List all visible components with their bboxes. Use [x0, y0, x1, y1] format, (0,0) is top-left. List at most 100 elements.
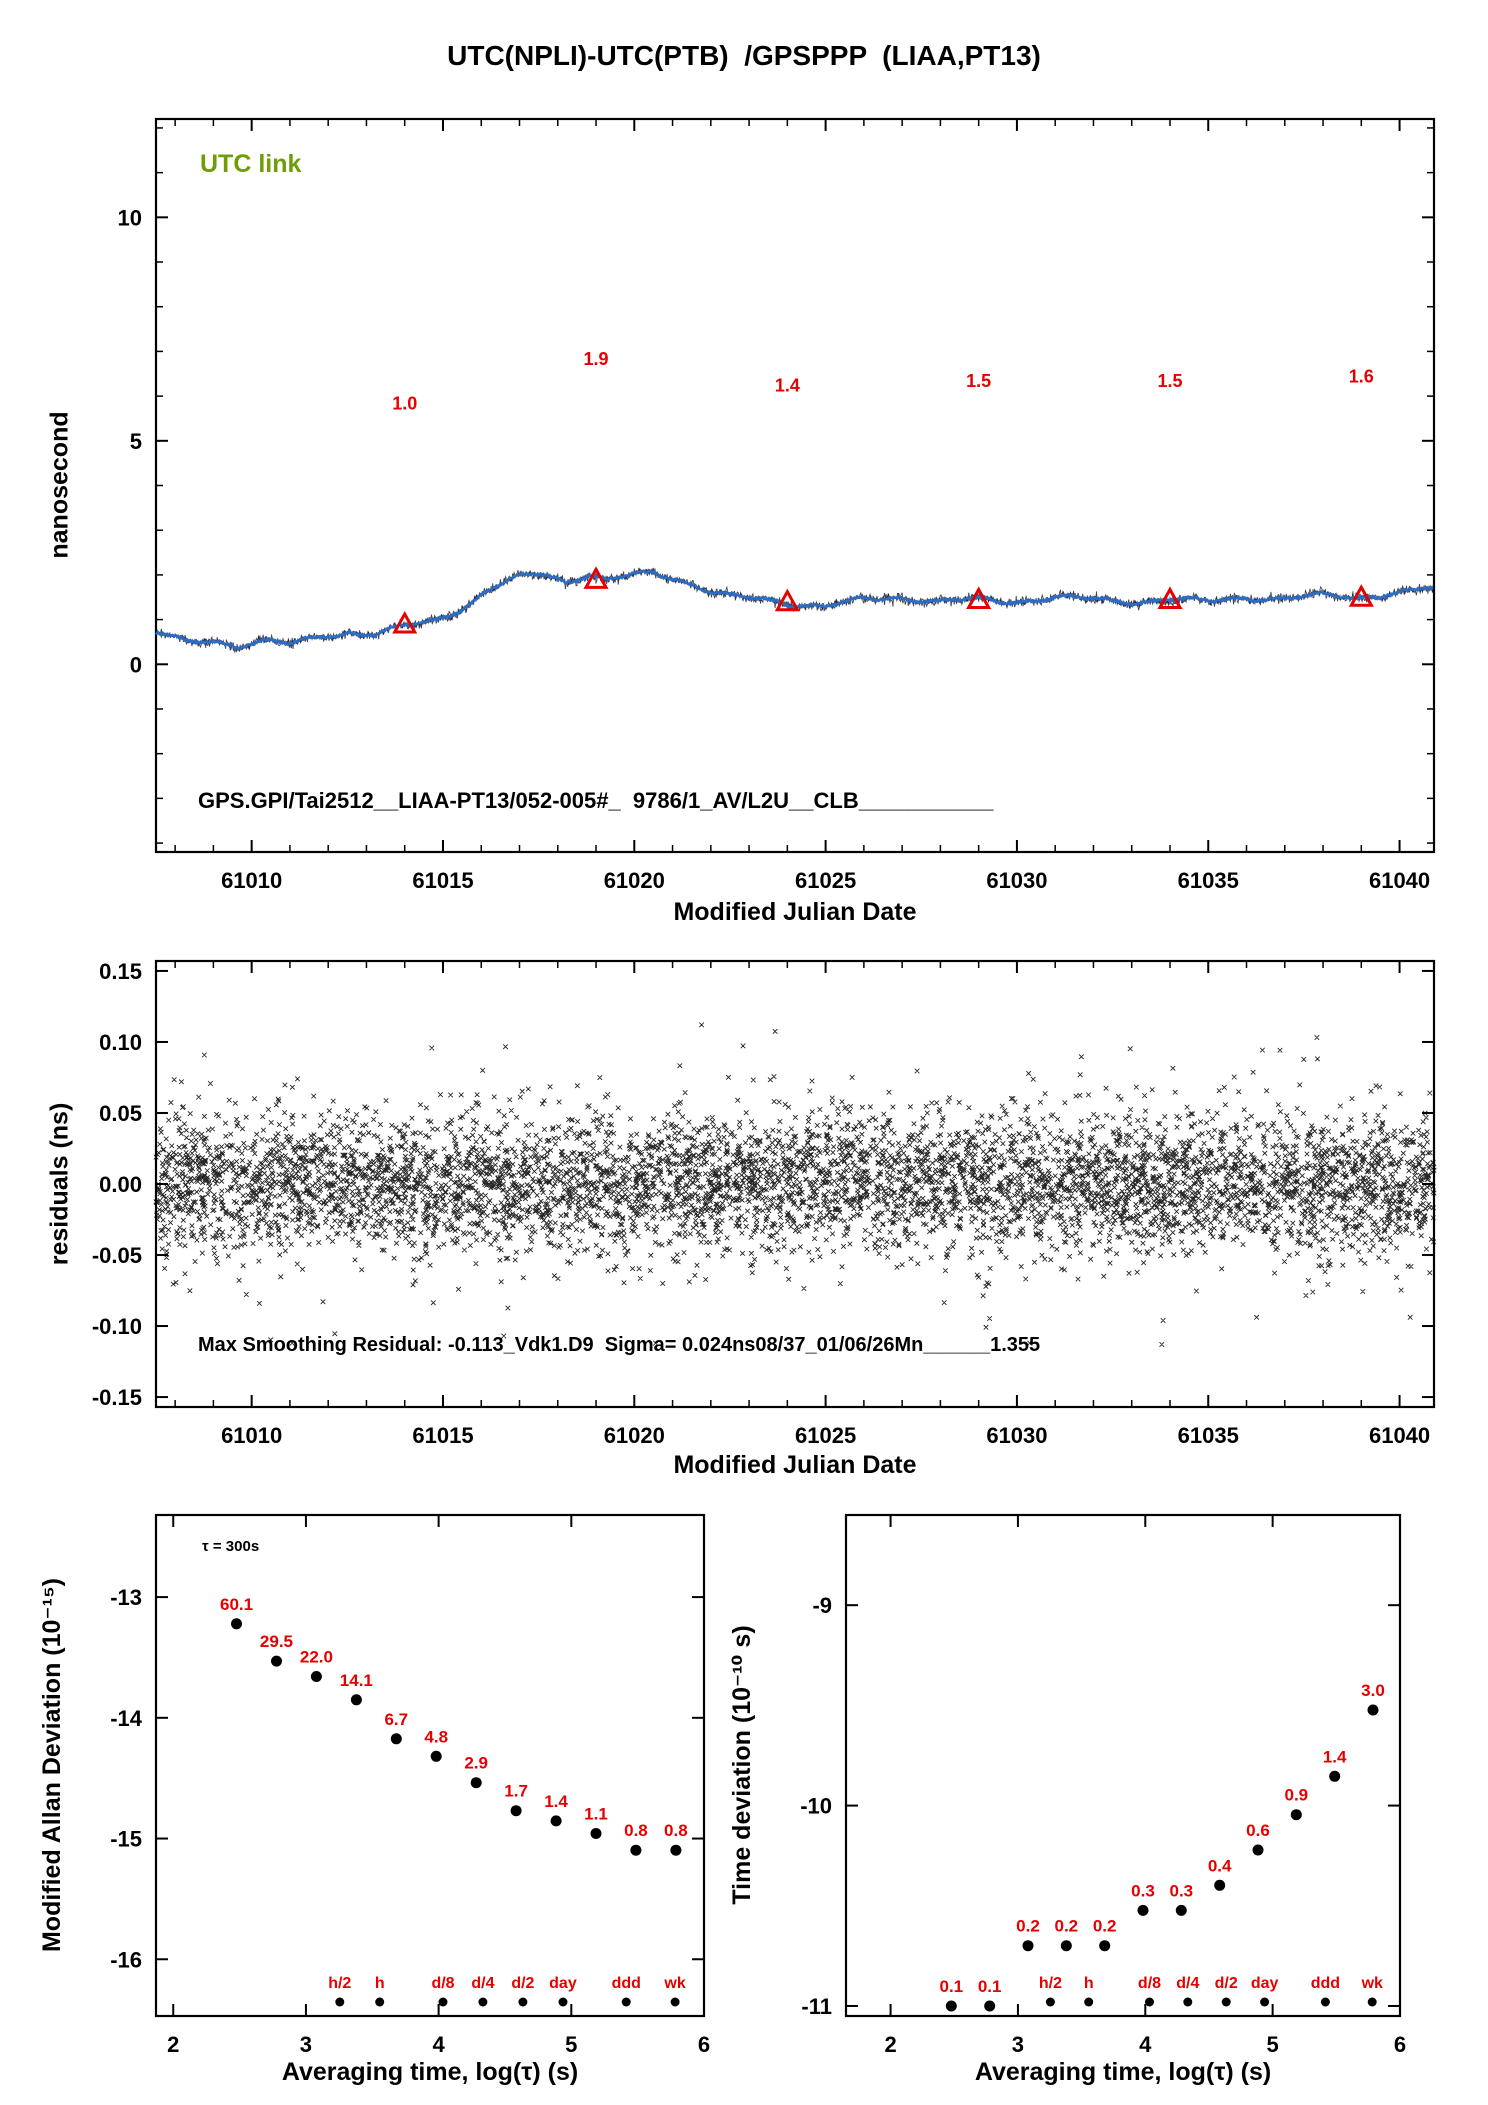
x-tick-label: 61010	[221, 868, 282, 893]
y-tick-label: 5	[130, 429, 142, 454]
calibration-triangle	[392, 610, 418, 634]
point-value-label: 6.7	[384, 1710, 408, 1729]
y-tick-label: -9	[812, 1593, 832, 1618]
timescale-label: d/2	[1215, 1975, 1238, 1992]
calibration-value-label: 1.0	[392, 394, 417, 414]
y-tick-label: -0.05	[92, 1243, 142, 1268]
point-value-label: 60.1	[220, 1595, 253, 1614]
x-tick-label: 2	[167, 2032, 179, 2057]
timescale-label: ddd	[1311, 1975, 1340, 1992]
timescale-label: h	[1084, 1975, 1094, 1992]
timescale-dot	[1183, 1997, 1193, 2007]
point-value-label: 1.1	[584, 1805, 608, 1824]
data-point	[231, 1618, 242, 1630]
point-value-label: 0.2	[1016, 1917, 1040, 1936]
point-value-label: 0.1	[940, 1977, 964, 1996]
data-point	[1099, 1940, 1111, 1952]
x-tick-label: 61010	[221, 1423, 282, 1448]
timescale-label: h/2	[1039, 1975, 1062, 1992]
timescale-dot	[1221, 1997, 1231, 2007]
plot-frame	[154, 959, 1436, 1409]
data-point	[1252, 1844, 1264, 1856]
y-tick-label: -13	[110, 1585, 142, 1610]
point-value-label: 1.4	[544, 1792, 568, 1811]
data-point	[470, 1777, 482, 1789]
timescale-label: day	[1251, 1975, 1279, 1992]
x-tick-label: 61030	[986, 1423, 1047, 1448]
x-tick-label: 61035	[1178, 1423, 1239, 1448]
timescale-dot	[1260, 1997, 1270, 2007]
calibration-triangle	[583, 566, 609, 589]
timescale-dot	[438, 1997, 448, 2007]
timescale-dot	[1367, 1997, 1377, 2007]
residuals-x-axis-label: Modified Julian Date	[673, 1451, 917, 1479]
point-value-label: 0.8	[664, 1821, 688, 1840]
point-value-label: 0.6	[1246, 1821, 1270, 1840]
x-tick-label: 3	[1012, 2032, 1024, 2057]
data-point	[390, 1733, 402, 1745]
mdev-panel: 2 3 4 5 6 -13 -14 -15 -16 60.1 29.5 22.0 14.1 6.7 4.8 2…	[110, 1513, 710, 2057]
timescale-dot	[670, 1997, 680, 2007]
y-tick-label: -0.15	[92, 1385, 142, 1410]
data-point	[670, 1844, 682, 1856]
data-point	[1175, 1904, 1187, 1916]
residuals-annotation: Max Smoothing Residual: -0.113_Vdk1.D9 S…	[198, 1334, 1041, 1356]
point-value-label: 1.7	[504, 1782, 528, 1801]
tdev-x-axis-label: Averaging time, log(τ) (s)	[974, 2058, 1272, 2086]
residual-scatter	[153, 1022, 1437, 1348]
data-point	[510, 1805, 522, 1817]
timescale-dot	[375, 1997, 385, 2007]
timescale-label: ddd	[612, 1975, 641, 1992]
data-point	[1137, 1904, 1149, 1916]
x-tick-label: 61030	[986, 868, 1047, 893]
timescale-label: d/8	[1138, 1975, 1161, 1992]
x-tick-label: 61040	[1369, 1423, 1430, 1448]
data-point	[590, 1828, 602, 1839]
point-value-label: 0.3	[1170, 1881, 1194, 1900]
x-tick-label: 61015	[412, 868, 473, 893]
data-point	[630, 1844, 642, 1856]
mdev-x-axis-label: Averaging time, log(τ) (s)	[281, 2058, 579, 2086]
point-value-label: 29.5	[260, 1632, 293, 1651]
timescale-label: d/4	[471, 1975, 494, 1992]
y-tick-label: 10	[118, 205, 142, 230]
point-value-label: 0.2	[1093, 1917, 1117, 1936]
top-panel-annotation: GPS.GPI/Tai2512__LIAA-PT13/052-005#_ 978…	[198, 788, 994, 813]
timescale-label: h/2	[328, 1975, 351, 1992]
data-point	[430, 1750, 442, 1762]
data-point	[310, 1671, 322, 1682]
data-point	[1214, 1879, 1226, 1891]
calibration-value-label: 1.9	[584, 349, 609, 369]
data-point	[1060, 1940, 1072, 1952]
timescale-dot	[335, 1997, 345, 2007]
plot-frame	[844, 1513, 1402, 2018]
calibration-triangle	[774, 588, 800, 612]
x-tick-label: 61025	[795, 868, 856, 893]
timescale-dot	[1084, 1997, 1094, 2007]
data-point	[1022, 1940, 1034, 1952]
calibration-value-label: 1.5	[1157, 371, 1182, 391]
x-tick-label: 61025	[795, 1423, 856, 1448]
x-tick-label: 61035	[1178, 868, 1239, 893]
y-tick-label: -11	[801, 1994, 832, 2019]
point-value-label: 3.0	[1361, 1681, 1385, 1700]
timescale-label: d/2	[511, 1975, 534, 1992]
timescale-dot	[1045, 1997, 1055, 2007]
timescale-label: wk	[1361, 1975, 1383, 1992]
data-point	[271, 1655, 282, 1667]
figure-title: UTC(NPLI)-UTC(PTB) /GPSPPP (LIAA,PT13)	[447, 40, 1041, 71]
point-value-label: 1.4	[1323, 1747, 1347, 1766]
timescale-label: h	[375, 1975, 385, 1992]
y-tick-label: -0.10	[92, 1314, 142, 1339]
y-tick-label: 0.10	[99, 1030, 142, 1055]
timescale-dot	[1320, 1997, 1330, 2007]
data-point	[1329, 1770, 1341, 1782]
top-panel: 61010 61015 61020 61025 61030 61035 61040 0 5 10 1…	[118, 117, 1436, 893]
x-tick-label: 6	[698, 2032, 710, 2057]
utc-link-label: UTC link	[200, 150, 302, 178]
top-x-axis-label: Modified Julian Date	[673, 898, 917, 926]
point-value-label: 0.8	[624, 1821, 648, 1840]
y-tick-label: 0.00	[99, 1172, 142, 1197]
x-tick-label: 61020	[604, 868, 665, 893]
